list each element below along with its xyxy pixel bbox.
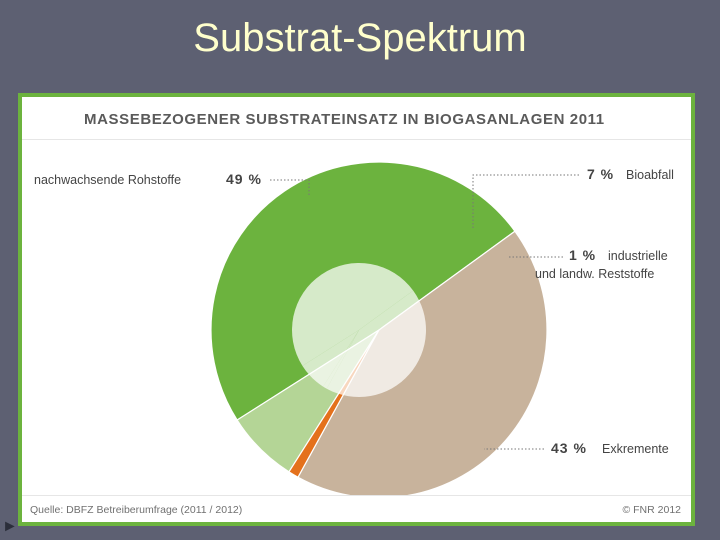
- figure-frame: MASSEBEZOGENER SUBSTRATEINSATZ IN BIOGAS…: [18, 93, 695, 526]
- pie-highlight-reststoffe: [323, 330, 359, 389]
- label-bioabfall-name: Bioabfall: [626, 168, 674, 182]
- label-reststoffe-name-line2: und landw. Reststoffe: [535, 267, 654, 281]
- label-bioabfall-pct: 7 %: [587, 166, 614, 182]
- bullet-arrow-icon: ►: [2, 518, 18, 535]
- pie-chart: nachwachsende Rohstoffe 49 % 7 % Bioabfa…: [34, 161, 674, 495]
- label-exkremente-pct: 43 %: [551, 440, 587, 456]
- label-nawaro-name: nachwachsende Rohstoffe: [34, 173, 181, 187]
- slide-title: Substrat-Spektrum: [193, 16, 527, 60]
- pie-highlights: [291, 262, 426, 397]
- leader-line-bioabfall: [472, 174, 579, 229]
- source-note: Quelle: DBFZ Betreiberumfrage (2011 / 20…: [30, 504, 243, 516]
- label-reststoffe-pct: 1 %: [569, 247, 596, 263]
- leader-line-nawaro: [270, 179, 310, 196]
- pie-highlight-nawaro: [291, 262, 414, 366]
- title-divider: [22, 139, 691, 140]
- leader-lines: [270, 174, 579, 450]
- pie-slice-exkremente: [297, 230, 548, 495]
- copyright-note: © FNR 2012: [622, 504, 681, 516]
- chart-title: MASSEBEZOGENER SUBSTRATEINSATZ IN BIOGAS…: [84, 111, 605, 128]
- label-exkremente-name: Exkremente: [602, 442, 669, 456]
- pie-highlight-exkremente: [326, 290, 426, 397]
- label-nawaro-pct: 49 %: [226, 171, 262, 187]
- footer-divider: [22, 495, 691, 496]
- figure-panel: MASSEBEZOGENER SUBSTRATEINSATZ IN BIOGAS…: [22, 97, 691, 522]
- pie-highlight-bioabfall: [302, 330, 359, 387]
- label-reststoffe-name: industrielle: [608, 249, 668, 263]
